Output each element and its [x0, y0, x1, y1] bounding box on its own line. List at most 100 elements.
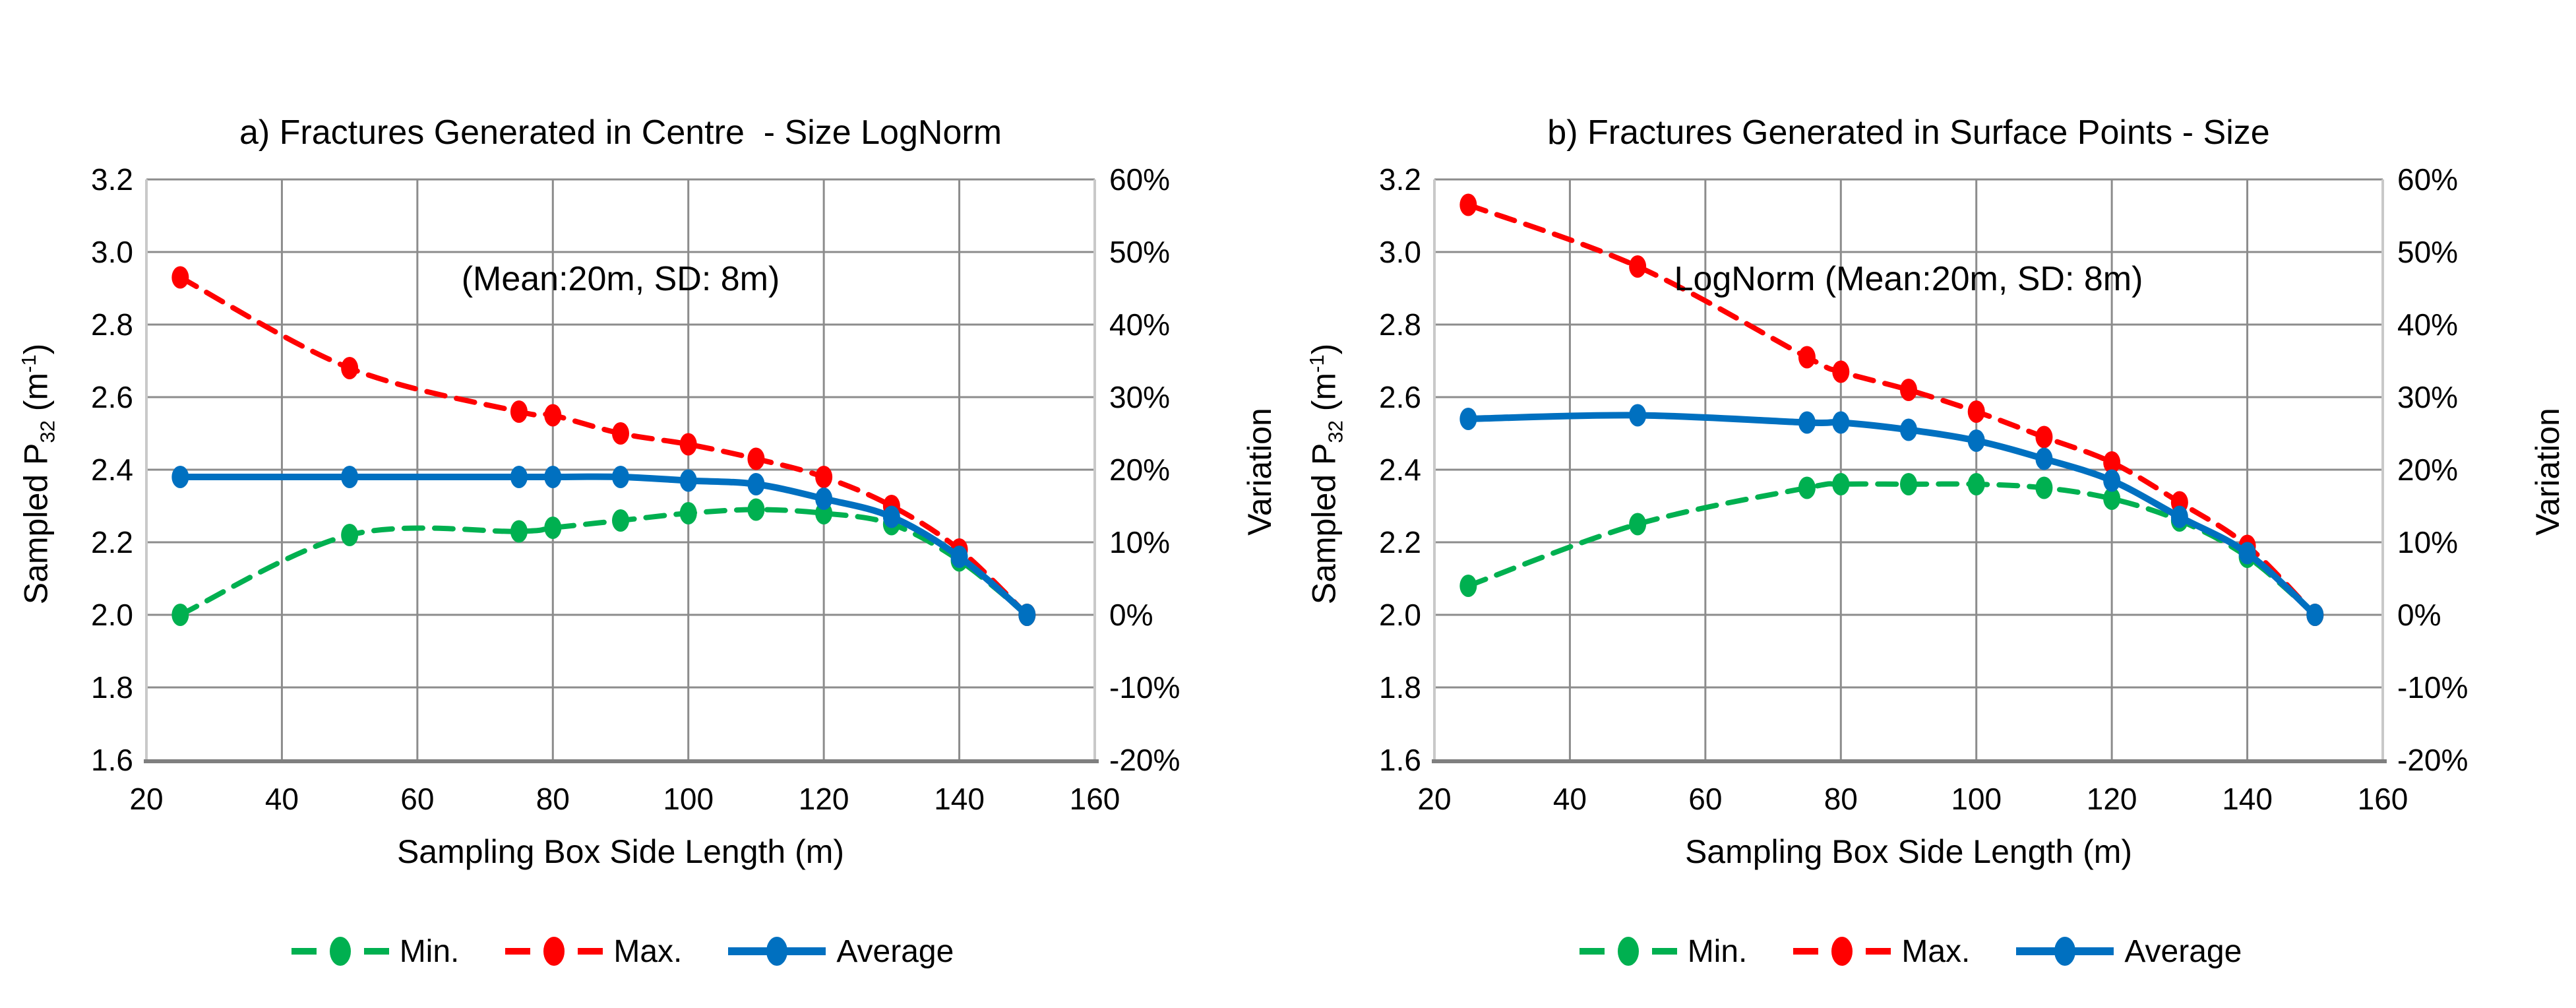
plot-area-svg-b: [1432, 178, 2387, 763]
x-tick: 20: [1417, 782, 1452, 816]
chart-title-line1: b) Fractures Generated in Surface Points…: [1547, 113, 2270, 152]
x-tick: 60: [1688, 782, 1723, 816]
series-line-max: [1465, 202, 2318, 617]
data-point-min: [171, 604, 189, 626]
data-point-average: [544, 466, 562, 488]
data-point-average: [510, 466, 528, 488]
y-right-tick: -10%: [1109, 670, 1181, 705]
chart-title-line1: a) Fractures Generated in Centre - Size …: [239, 113, 1002, 152]
chart-title-a: a) Fractures Generated in Centre - Size …: [0, 11, 1241, 401]
x-tick: 20: [129, 782, 164, 816]
y-right-tick: 30%: [1109, 380, 1171, 414]
x-tick: 140: [2222, 782, 2273, 816]
data-point-max: [1459, 193, 1477, 216]
y-left-tick: 2.0: [91, 598, 133, 632]
data-point-average: [1832, 411, 1850, 434]
data-point-max: [747, 447, 765, 470]
data-point-max: [510, 400, 528, 423]
legend-item-average: Average: [2012, 933, 2242, 970]
x-tick: 40: [264, 782, 299, 816]
y-right-tick: 50%: [1109, 235, 1171, 269]
legend-label-max: Max.: [1901, 933, 1971, 969]
data-point-max: [1798, 346, 1816, 369]
y-left-tick: 2.4: [1379, 453, 1421, 487]
y-left-tick: 2.0: [1379, 598, 1421, 632]
y-right-tick: 50%: [2397, 235, 2459, 269]
data-point-average: [679, 469, 697, 492]
data-point-average: [2170, 505, 2188, 528]
y-left-tick: 2.6: [1379, 380, 1421, 414]
series-line-max: [177, 274, 1030, 617]
data-point-max: [2103, 451, 2121, 474]
x-tick: 100: [663, 782, 714, 816]
legend-item-min: Min.: [1576, 933, 1747, 970]
average-series-swatch-icon: [2016, 937, 2114, 966]
y-right-tick: 10%: [2397, 525, 2459, 559]
legend-a: Min. Max. Average: [0, 933, 1241, 970]
chart-title-line2: LogNorm (Mean:20m, SD: 8m): [1674, 260, 2143, 298]
data-point-min: [747, 498, 765, 521]
average-series-swatch-icon: [728, 937, 826, 966]
data-point-max: [612, 422, 629, 445]
y-right-tick: 0%: [1109, 598, 1153, 632]
y-right-tick: 60%: [1109, 162, 1171, 197]
data-point-min: [544, 517, 562, 539]
data-point-min: [1629, 513, 1647, 536]
y-right-tick: 40%: [2397, 307, 2459, 342]
data-point-average: [2035, 447, 2053, 470]
x-tick: 140: [934, 782, 985, 816]
x-tick: 80: [1824, 782, 1858, 816]
y-left-tick: 2.8: [1379, 307, 1421, 342]
y-right-tick: 0%: [2397, 598, 2441, 632]
data-point-max: [1900, 379, 1917, 401]
max-series-swatch-icon: [1793, 937, 1891, 966]
y-left-tick: 3.0: [91, 235, 133, 269]
legend-label-max: Max.: [613, 933, 683, 969]
y-right-tick: 20%: [2397, 453, 2459, 487]
data-point-max: [1629, 255, 1647, 278]
chart-panel-a: a) Fractures Generated in Centre - Size …: [0, 11, 1278, 970]
data-point-min: [1900, 473, 1917, 495]
y-left-tick: 1.6: [1379, 743, 1421, 777]
x-axis-label: Sampling Box Side Length (m): [1684, 833, 2133, 870]
data-point-average: [1798, 411, 1816, 434]
legend-label-average: Average: [836, 933, 954, 969]
max-series-swatch-icon: [505, 937, 603, 966]
chart-panel-b: b) Fractures Generated in Surface Points…: [1288, 0, 2576, 1008]
data-point-max: [2035, 425, 2053, 449]
y-left-tick: 1.6: [91, 743, 133, 777]
data-point-average: [1900, 418, 1917, 441]
y-right-tick: -20%: [2397, 743, 2469, 777]
data-point-average: [2238, 542, 2256, 565]
chart-title-b: b) Fractures Generated in Surface Points…: [1288, 11, 2529, 401]
legend-label-min: Min.: [399, 933, 460, 969]
chart-title-line2: (Mean:20m, SD: 8m): [461, 260, 780, 298]
data-point-average: [815, 488, 833, 510]
data-point-average: [2306, 604, 2324, 626]
y-right-tick: 60%: [2397, 162, 2459, 197]
x-tick: 120: [798, 782, 849, 816]
data-point-average: [341, 466, 359, 488]
data-point-min: [341, 524, 359, 546]
x-axis-label: Sampling Box Side Length (m): [396, 833, 845, 870]
data-point-min: [2103, 488, 2121, 510]
y-left-tick: 1.8: [1379, 670, 1421, 705]
x-tick: 60: [400, 782, 435, 816]
y-left-tick: 2.8: [91, 307, 133, 342]
data-point-min: [679, 502, 697, 524]
y-left-tick: 3.2: [1379, 162, 1421, 197]
y-right-tick: 20%: [1109, 453, 1171, 487]
y-left-tick: 3.2: [91, 162, 133, 197]
data-point-max: [341, 357, 359, 379]
data-point-max: [171, 266, 189, 289]
data-point-max: [1832, 360, 1850, 383]
data-point-average: [950, 546, 968, 568]
data-point-max: [1967, 400, 1985, 423]
data-point-max: [815, 466, 833, 488]
data-point-average: [882, 505, 900, 528]
data-point-average: [612, 466, 629, 488]
data-point-average: [171, 466, 189, 488]
data-point-average: [747, 473, 765, 495]
x-tick: 120: [2086, 782, 2137, 816]
